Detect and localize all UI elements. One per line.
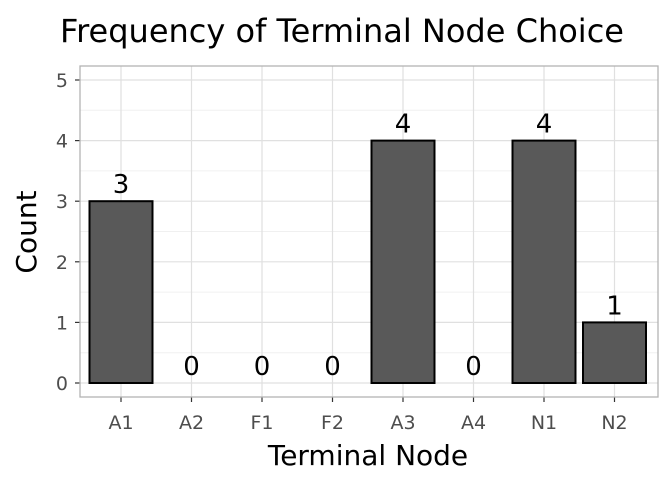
plot-panel-border — [79, 65, 659, 398]
data-label-layer: 3 0 0 0 4 0 4 1 — [113, 110, 623, 382]
y-tick-label: 4 — [56, 131, 68, 153]
bar-n1 — [511, 139, 577, 384]
x-tick-label-f2: F2 — [321, 412, 344, 434]
y-tick-label: 2 — [56, 252, 68, 274]
data-label-n2: 1 — [606, 291, 623, 321]
y-tick-label: 0 — [56, 373, 68, 395]
data-label-a1: 3 — [113, 170, 130, 200]
data-label-f1: 0 — [254, 352, 271, 382]
x-tick-label-n2: N2 — [601, 412, 627, 434]
y-axis-title: Count — [10, 190, 43, 273]
data-label-n1: 4 — [536, 110, 553, 140]
y-tick-label: 3 — [56, 191, 68, 213]
bar-a1 — [88, 200, 154, 384]
x-axis-title: Terminal Node — [267, 439, 468, 472]
data-label-f2: 0 — [324, 352, 341, 382]
x-tick-label-a4: A4 — [461, 412, 486, 434]
data-label-a3: 4 — [395, 110, 412, 140]
bar-a3 — [370, 139, 436, 384]
y-tick-layer: 0 1 2 3 4 5 — [56, 70, 80, 395]
x-tick-label-a1: A1 — [108, 412, 133, 434]
x-tick-label-a3: A3 — [390, 412, 415, 434]
y-tick-label: 5 — [56, 70, 68, 92]
bar-layer — [88, 139, 647, 384]
x-tick-layer: A1 A2 F1 F2 A3 A4 N1 N2 — [108, 397, 628, 434]
chart-title: Frequency of Terminal Node Choice — [60, 12, 624, 50]
x-tick-label-a2: A2 — [179, 412, 204, 434]
x-tick-label-f1: F1 — [250, 412, 273, 434]
x-tick-label-n1: N1 — [531, 412, 557, 434]
bar-n2 — [582, 321, 647, 384]
data-label-a2: 0 — [183, 352, 200, 382]
y-tick-label: 1 — [56, 312, 68, 334]
data-label-a4: 0 — [465, 352, 482, 382]
